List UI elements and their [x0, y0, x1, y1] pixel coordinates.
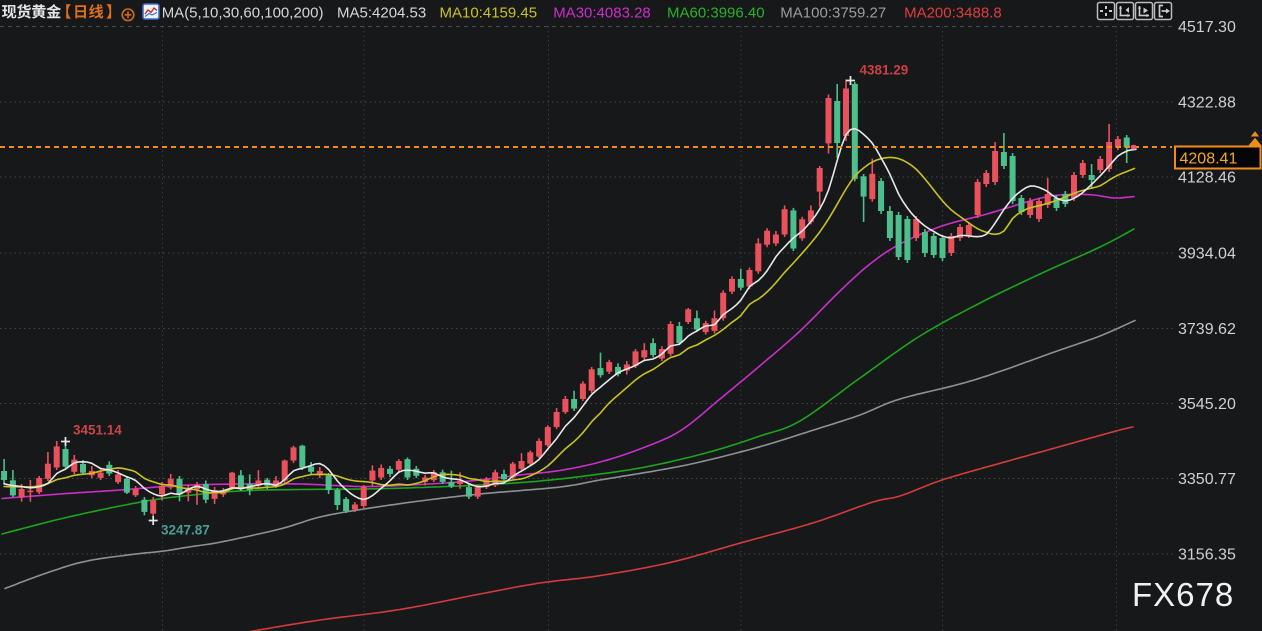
svg-text:3739.62: 3739.62 — [1178, 321, 1236, 338]
svg-text:MA(5,10,30,60,100,200): MA(5,10,30,60,100,200) — [162, 5, 324, 22]
svg-text:3247.87: 3247.87 — [161, 523, 210, 538]
svg-text:MA5:4204.53: MA5:4204.53 — [337, 5, 426, 22]
svg-text:MA200:3488.8: MA200:3488.8 — [904, 5, 1002, 22]
svg-text:4128.46: 4128.46 — [1178, 170, 1236, 187]
svg-text:MA60:3996.40: MA60:3996.40 — [667, 5, 765, 22]
svg-text:3934.04: 3934.04 — [1178, 246, 1236, 263]
svg-text:4517.30: 4517.30 — [1178, 19, 1236, 36]
svg-text:MA30:4083.28: MA30:4083.28 — [553, 5, 651, 22]
svg-text:3156.35: 3156.35 — [1178, 547, 1236, 564]
svg-text:4322.88: 4322.88 — [1178, 95, 1236, 112]
svg-text:MA10:4159.45: MA10:4159.45 — [440, 5, 538, 22]
svg-text:4381.29: 4381.29 — [860, 63, 909, 78]
svg-text:3350.77: 3350.77 — [1178, 471, 1236, 488]
svg-text:3451.14: 3451.14 — [73, 423, 122, 438]
svg-text:3545.20: 3545.20 — [1178, 396, 1236, 413]
svg-text:4208.41: 4208.41 — [1180, 151, 1238, 168]
svg-text:MA100:3759.27: MA100:3759.27 — [780, 5, 886, 22]
svg-text:FX678: FX678 — [1132, 576, 1234, 613]
